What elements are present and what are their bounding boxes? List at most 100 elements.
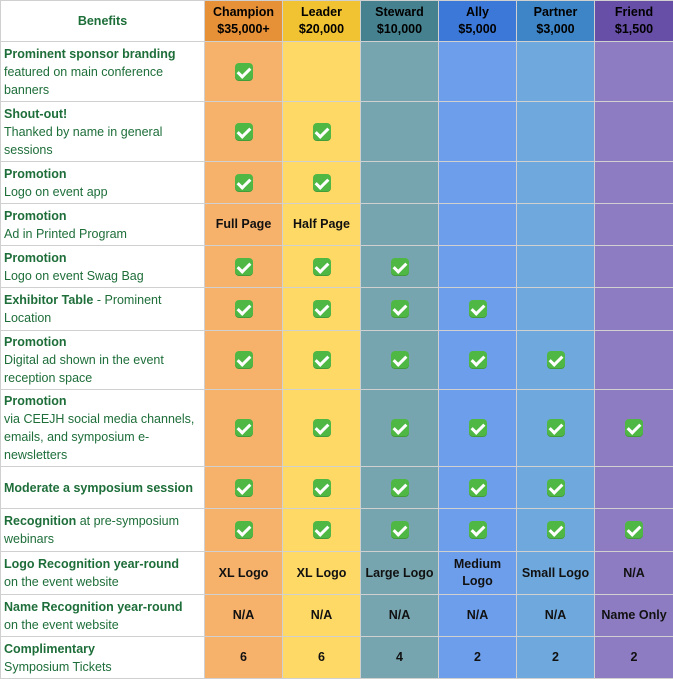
tier-header-friend: Friend $1,500 [594, 0, 673, 42]
tier-price: $35,000+ [217, 22, 270, 36]
checkmark-icon [234, 173, 253, 192]
tier-cell [594, 41, 673, 102]
tier-cell-value: Small Logo [521, 565, 590, 580]
tier-cell-value: Medium Logo [453, 557, 502, 588]
checkmark-icon [390, 351, 409, 369]
checkmark-icon [312, 521, 331, 539]
tier-header-steward: Steward $10,000 [360, 0, 439, 42]
tier-cell: N/A [438, 594, 517, 637]
tier-header-partner: Partner $3,000 [516, 0, 595, 42]
benefit-title-rest: at pre-symposium webinars [4, 514, 180, 546]
tier-cell [594, 330, 673, 390]
tier-cell [438, 41, 517, 102]
benefit-cell: Recognition at pre-symposium webinars [0, 508, 205, 552]
table-row: Promotion Ad in Printed Program Full Page H… [0, 203, 673, 246]
benefit-description: Digital ad shown in the event reception … [4, 353, 164, 385]
tier-cell-value: XL Logo [296, 565, 347, 580]
tier-cell [360, 287, 439, 331]
tier-cell [594, 287, 673, 331]
benefit-cell: Moderate a symposium session [0, 466, 205, 509]
benefit-description: featured on main conference banners [4, 64, 164, 97]
benefit-title: Shout-out! [4, 106, 68, 121]
tier-cell [594, 203, 673, 246]
tier-cell-value: N/A [623, 565, 645, 580]
tier-cell [438, 466, 517, 509]
tier-cell [282, 389, 361, 467]
tier-name: Partner [533, 5, 578, 20]
benefit-description: Ad in Printed Program [4, 226, 127, 241]
checkmark-icon [546, 351, 565, 369]
tier-cell-value: XL Logo [218, 565, 269, 580]
table-row: Complimentary Symposium Tickets 6 6 4 2 2 2 [0, 636, 673, 679]
tier-cell [516, 245, 595, 288]
checkmark-icon [312, 478, 331, 497]
tier-cell [516, 466, 595, 509]
benefit-cell: Promotion Logo on event app [0, 161, 205, 204]
tier-cell-value: N/A [544, 608, 567, 622]
table-row: Promotion Logo on event app [0, 161, 673, 204]
tier-cell-value: Half Page [293, 217, 350, 231]
tier-cell [438, 245, 517, 288]
tier-cell [516, 287, 595, 331]
checkmark-icon [234, 351, 253, 369]
tier-cell [204, 389, 283, 467]
checkmark-icon [234, 300, 253, 318]
benefit-title-rest: - Prominent Location [4, 293, 162, 325]
tier-cell [204, 161, 283, 204]
tier-price: $20,000 [298, 22, 345, 36]
tier-cell [282, 41, 361, 102]
tier-name: Steward [375, 5, 424, 20]
tier-cell-value: 6 [240, 650, 247, 664]
tier-cell: N/A [282, 594, 361, 637]
checkmark-icon [234, 521, 253, 539]
tier-cell: N/A [594, 551, 673, 595]
tier-cell [516, 161, 595, 204]
benefits-column-header: Benefits [0, 0, 205, 42]
benefit-description: via CEEJH social media channels, emails,… [4, 412, 195, 462]
checkmark-icon [234, 478, 253, 497]
tier-cell [516, 101, 595, 162]
tier-cell [438, 287, 517, 331]
benefit-title: Promotion [4, 208, 67, 223]
checkmark-icon [390, 478, 409, 497]
benefit-title: Moderate a symposium session [4, 480, 193, 495]
checkmark-icon [468, 521, 487, 539]
tier-cell [594, 245, 673, 288]
tier-cell-value: Large Logo [365, 565, 434, 580]
tier-cell [204, 508, 283, 552]
benefit-title: Logo Recognition year-round [4, 557, 179, 571]
tier-name: Friend [614, 5, 654, 20]
checkmark-icon [546, 521, 565, 539]
benefit-cell: Promotion Logo on event Swag Bag [0, 245, 205, 288]
tier-cell [594, 389, 673, 467]
benefit-title: Complimentary [4, 641, 95, 656]
tier-cell: 2 [594, 636, 673, 679]
tier-cell: N/A [516, 594, 595, 637]
table-row: Exhibitor Table - Prominent Location [0, 287, 673, 331]
benefit-title: Recognition [4, 514, 77, 528]
tier-cell-value: Name Only [601, 608, 667, 622]
checkmark-icon [234, 419, 253, 437]
tier-cell-value: 2 [630, 650, 638, 664]
tier-cell-value: 6 [318, 650, 325, 664]
header-row: Benefits Champion $35,000+ Leader $20,000 … [0, 0, 673, 42]
tier-cell [282, 161, 361, 204]
checkmark-icon [625, 419, 643, 437]
benefit-title: Promotion [4, 394, 67, 408]
tier-cell: Half Page [282, 203, 361, 246]
tier-cell [204, 41, 283, 102]
tier-cell [204, 287, 283, 331]
table-row: Recognition at pre-symposium webinars [0, 508, 673, 552]
tier-cell: N/A [360, 594, 439, 637]
tier-cell [594, 101, 673, 162]
benefit-title: Prominent sponsor branding [4, 46, 176, 61]
checkmark-icon [390, 521, 409, 539]
tier-cell: Large Logo [360, 551, 439, 595]
benefit-cell: Prominent sponsor branding featured on ma… [0, 41, 205, 102]
checkmark-icon [468, 351, 487, 369]
checkmark-icon [312, 173, 331, 192]
benefit-cell: Promotion via CEEJH social media channels… [0, 389, 205, 467]
tier-cell: 6 [282, 636, 361, 679]
table-row: Promotion Digital ad shown in the event r… [0, 330, 673, 390]
tier-cell-value: N/A [388, 608, 411, 622]
